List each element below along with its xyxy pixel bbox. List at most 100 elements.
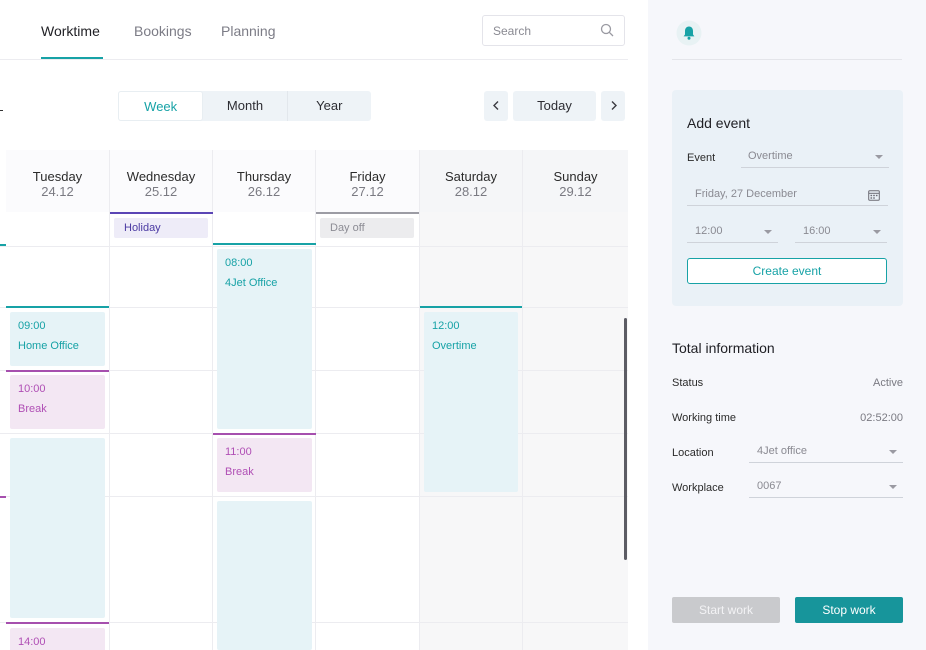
chevron-left-icon [492, 101, 498, 111]
active-tab-indicator [41, 57, 103, 59]
event-start-line [213, 243, 316, 245]
event-time: 14:00 [18, 636, 46, 648]
day-name: Saturday [444, 169, 498, 184]
event-label: Break [18, 403, 47, 415]
dayoff-indicator-line [316, 212, 419, 214]
location-value: 4Jet office [757, 445, 807, 457]
day-header: Sunday 29.12 [523, 150, 628, 212]
event-date-value: Friday, 27 December [695, 188, 797, 200]
time-indicator-line [0, 244, 6, 246]
week-calendar: Tuesday 24.12 Wednesday 25.12 Thursday 2… [0, 150, 628, 650]
tab-worktime[interactable]: Worktime [41, 23, 100, 39]
bell-icon[interactable] [676, 20, 702, 46]
day-name: Wednesday [126, 169, 196, 184]
stop-work-button[interactable]: Stop work [795, 597, 903, 623]
panel-divider [672, 59, 902, 60]
next-week-button[interactable] [601, 91, 625, 121]
view-switcher: Week Month Year [118, 91, 371, 121]
add-event-title: Add event [687, 115, 751, 131]
top-nav: Worktime Bookings Planning [0, 0, 628, 60]
day-column-wednesday: Wednesday 25.12 [110, 150, 213, 650]
calendar-event-home-office[interactable]: 09:00 Home Office [10, 312, 105, 366]
day-header: Wednesday 25.12 [110, 150, 212, 212]
workplace-value: 0067 [757, 480, 782, 492]
start-time-select[interactable]: 12:00 [687, 221, 778, 243]
caret-down-icon [764, 230, 772, 234]
holiday-indicator-line [110, 212, 213, 214]
working-time-label: Working time [672, 412, 736, 424]
chevron-right-icon [611, 101, 617, 111]
calendar-event-block[interactable] [10, 438, 105, 618]
day-column-thursday: Thursday 26.12 [213, 150, 316, 650]
tab-bookings[interactable]: Bookings [134, 23, 192, 39]
day-date: 27.12 [351, 184, 384, 199]
workplace-label: Workplace [672, 482, 724, 494]
day-column-sunday: Sunday 29.12 [523, 150, 628, 650]
event-time: 11:00 [225, 446, 252, 458]
day-header: Tuesday 24.12 [6, 150, 109, 212]
day-date: 26.12 [247, 184, 281, 199]
working-time-value: 02:52:00 [860, 412, 903, 424]
add-event-card: Add event Event Overtime Friday, 27 Dece… [672, 90, 903, 306]
search-box[interactable] [482, 15, 625, 46]
day-date: 29.12 [559, 184, 592, 199]
calendar-event-block[interactable] [217, 501, 312, 650]
day-header: Thursday 26.12 [213, 150, 315, 212]
create-event-button[interactable]: Create event [687, 258, 887, 284]
event-type-select[interactable]: Overtime [741, 146, 889, 168]
search-input[interactable] [493, 22, 593, 40]
calendar-event-break[interactable]: 10:00 Break [10, 375, 105, 429]
event-start-line [420, 306, 522, 308]
end-time-value: 16:00 [803, 225, 831, 237]
calendar-icon[interactable] [868, 189, 880, 201]
day-date: 25.12 [144, 184, 178, 199]
start-work-button[interactable]: Start work [672, 597, 780, 623]
calendar-event-break[interactable]: 14:00 [10, 628, 105, 650]
day-name: Friday [349, 169, 386, 184]
event-label: Home Office [18, 340, 79, 352]
event-date-field[interactable]: Friday, 27 December [687, 184, 888, 206]
calendar-event-4jet-office[interactable]: 08:00 4Jet Office [217, 249, 312, 429]
event-time: 10:00 [18, 383, 46, 395]
toolbar-divider [0, 110, 3, 111]
grid-line [0, 622, 628, 623]
view-month-button[interactable]: Month [203, 91, 288, 121]
caret-down-icon [889, 450, 897, 454]
grid-line [0, 246, 628, 247]
day-header: Saturday 28.12 [420, 150, 522, 212]
tab-planning[interactable]: Planning [221, 23, 276, 39]
prev-week-button[interactable] [484, 91, 508, 121]
end-time-select[interactable]: 16:00 [795, 221, 887, 243]
day-date: 24.12 [41, 184, 74, 199]
event-field-label: Event [687, 152, 716, 164]
view-week-button[interactable]: Week [118, 91, 204, 121]
calendar-scrollbar[interactable] [624, 318, 627, 560]
day-name: Sunday [553, 169, 598, 184]
event-start-line [6, 370, 109, 372]
today-button[interactable]: Today [513, 91, 596, 121]
start-time-value: 12:00 [695, 225, 723, 237]
grid-line [0, 496, 628, 497]
holiday-event[interactable]: Holiday [114, 218, 208, 238]
dayoff-event[interactable]: Day off [320, 218, 414, 238]
location-select[interactable]: 4Jet office [749, 441, 903, 463]
event-start-line [6, 622, 109, 624]
break-indicator-line [0, 496, 6, 498]
day-name: Tuesday [32, 169, 83, 184]
day-name: Thursday [236, 169, 292, 184]
view-year-button[interactable]: Year [316, 98, 343, 113]
grid-line [0, 307, 628, 308]
event-time: 12:00 [432, 320, 460, 332]
main-area: Worktime Bookings Planning Week Month Ye… [0, 0, 628, 650]
day-column-friday: Friday 27.12 [316, 150, 420, 650]
caret-down-icon [875, 155, 883, 159]
event-start-line [6, 306, 109, 308]
event-time: 09:00 [18, 320, 46, 332]
day-header: Friday 27.12 [316, 150, 419, 212]
event-label: 4Jet Office [225, 277, 278, 289]
workplace-select[interactable]: 0067 [749, 476, 903, 498]
search-icon[interactable] [600, 23, 614, 37]
calendar-event-break[interactable]: 11:00 Break [217, 438, 312, 492]
location-label: Location [672, 447, 714, 459]
calendar-event-overtime[interactable]: 12:00 Overtime [424, 312, 518, 492]
